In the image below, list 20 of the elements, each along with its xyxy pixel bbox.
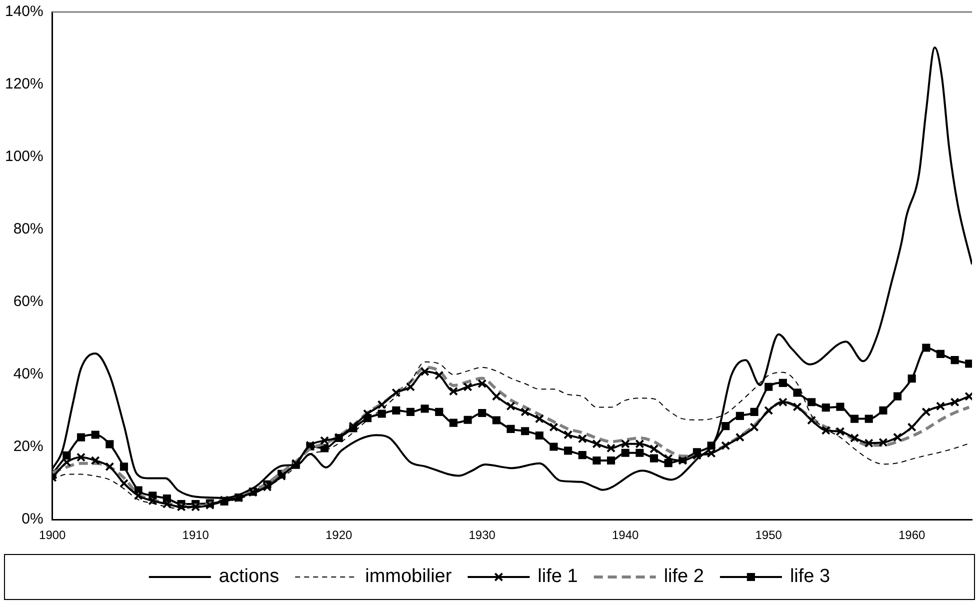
y-tick-label: 40% — [13, 366, 44, 383]
legend-label: life 2 — [664, 566, 704, 588]
x-tick-label: 1950 — [755, 528, 782, 542]
y-tick-label: 120% — [4, 76, 44, 93]
y-tick-label: 100% — [4, 148, 44, 166]
y-tick-label: 140% — [4, 3, 44, 20]
legend-label: life 3 — [790, 566, 830, 588]
legend-label: life 1 — [538, 566, 578, 588]
x-tick-label: 1940 — [612, 528, 640, 542]
x-tick-label: 1920 — [326, 528, 353, 542]
y-tick-label: 20% — [13, 438, 44, 456]
y-tick-label: 0% — [22, 510, 44, 528]
x-tick-label: 1900 — [39, 528, 66, 542]
legend-label: immobilier — [365, 566, 452, 588]
y-tick-label: 60% — [13, 293, 44, 310]
legend-label: actions — [218, 566, 280, 588]
x-tick-label: 1930 — [468, 528, 496, 542]
x-tick-label: 1960 — [898, 528, 926, 542]
y-tick-label: 80% — [13, 220, 44, 238]
x-tick-label: 1910 — [182, 528, 210, 542]
